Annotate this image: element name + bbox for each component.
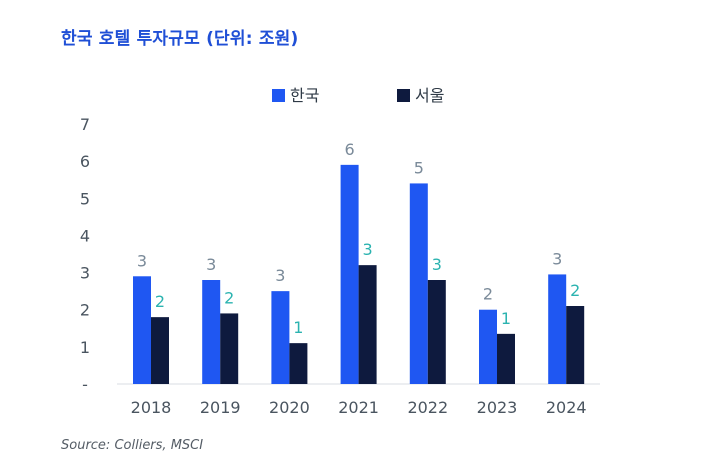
bar-korea-2018 xyxy=(133,276,151,384)
y-tick-label: 7 xyxy=(80,115,90,134)
x-tick-label: 2023 xyxy=(477,398,518,417)
x-tick-label: 2019 xyxy=(200,398,241,417)
y-tick-label: 3 xyxy=(80,264,90,283)
bar-seoul-2021 xyxy=(358,265,377,384)
data-label-korea-2024: 3 xyxy=(552,249,562,268)
legend-swatch-seoul xyxy=(397,89,410,102)
chart-title: 한국 호텔 투자규모 (단위: 조원) xyxy=(61,29,299,49)
x-axis: 2018 2019 2020 2021 2022 2023 2024 xyxy=(131,398,587,417)
x-tick-label: 2024 xyxy=(546,398,587,417)
legend-label-seoul: 서울 xyxy=(415,86,444,105)
legend-label-korea: 한국 xyxy=(290,86,319,105)
y-tick-label: 2 xyxy=(80,301,90,320)
legend-swatch-korea xyxy=(272,89,285,102)
data-label-seoul-2021: 3 xyxy=(363,240,373,259)
y-tick-label: 6 xyxy=(80,152,90,171)
bar-seoul-2018 xyxy=(151,317,169,384)
y-axis: - 1 2 3 4 5 6 7 xyxy=(80,115,90,394)
source-note: Source: Colliers, MSCI xyxy=(61,438,204,453)
data-label-korea-2023: 2 xyxy=(483,285,493,304)
legend: 한국 서울 xyxy=(272,86,444,105)
data-label-seoul-2022: 3 xyxy=(432,255,442,274)
y-tick-label: - xyxy=(82,375,88,394)
y-tick-label: 5 xyxy=(80,189,90,208)
x-tick-label: 2021 xyxy=(338,398,379,417)
bar-korea-2020 xyxy=(271,291,290,384)
bar-korea-2023 xyxy=(479,309,497,384)
x-tick-label: 2022 xyxy=(407,398,448,417)
y-tick-label: 4 xyxy=(80,226,90,245)
y-tick-label: 1 xyxy=(80,338,90,357)
bar-seoul-2019 xyxy=(220,313,239,384)
data-label-korea-2020: 3 xyxy=(275,266,285,285)
data-label-korea-2022: 5 xyxy=(414,158,424,177)
data-label-seoul-2020: 1 xyxy=(293,318,303,337)
bar-korea-2024 xyxy=(548,274,567,384)
data-label-korea-2019: 3 xyxy=(206,255,216,274)
x-tick-label: 2018 xyxy=(131,398,172,417)
data-label-korea-2021: 6 xyxy=(345,140,355,159)
data-label-korea-2018: 3 xyxy=(137,251,147,270)
x-tick-label: 2020 xyxy=(269,398,310,417)
data-label-seoul-2018: 2 xyxy=(155,292,165,311)
bar-seoul-2023 xyxy=(497,333,515,384)
bar-korea-2021 xyxy=(340,164,359,384)
bar-seoul-2024 xyxy=(566,306,585,384)
data-label-seoul-2019: 2 xyxy=(224,288,234,307)
data-label-seoul-2024: 2 xyxy=(570,281,580,300)
bar-korea-2019 xyxy=(202,280,221,384)
bar-seoul-2020 xyxy=(289,343,308,384)
bar-seoul-2022 xyxy=(427,280,446,384)
data-label-seoul-2023: 1 xyxy=(501,309,511,328)
bar-korea-2022 xyxy=(409,183,428,384)
